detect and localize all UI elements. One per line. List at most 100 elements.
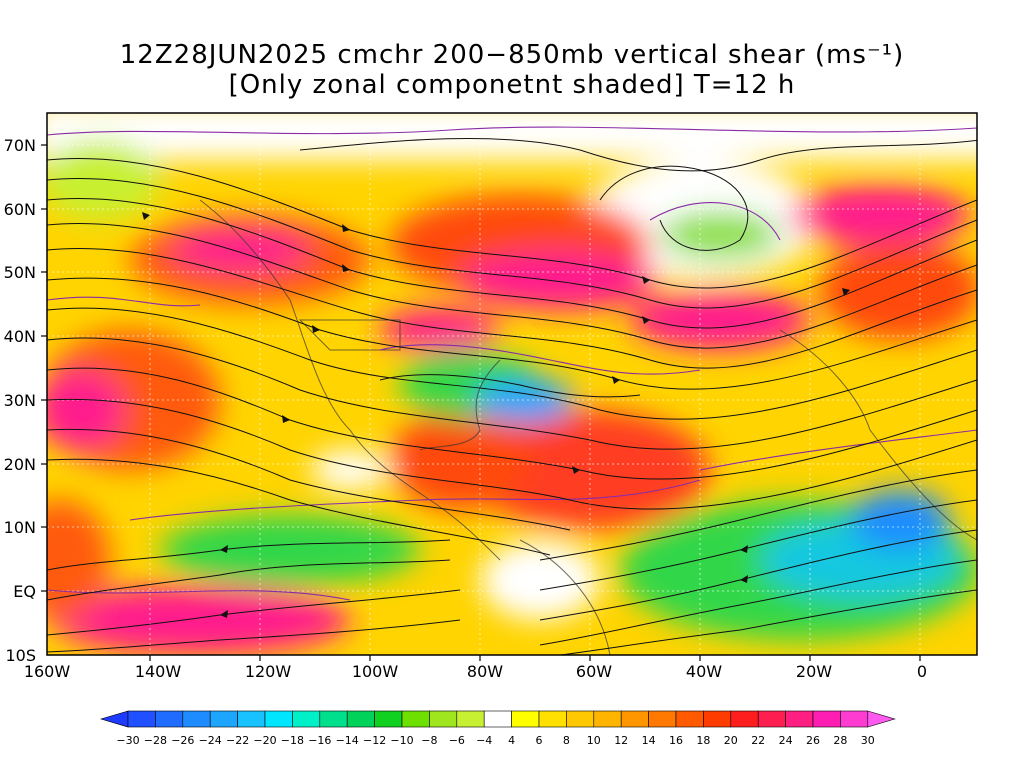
colorbar-tick-label: −6: [449, 734, 465, 747]
lon-label-20w: 20W: [796, 662, 832, 681]
lon-label-60w: 60W: [576, 662, 612, 681]
colorbar-swatch: [209, 710, 238, 728]
field-magenta-ne: [790, 185, 970, 245]
colorbar-swatch: [812, 710, 841, 728]
field-white-north: [47, 113, 977, 160]
colorbar-swatch: [292, 710, 321, 728]
colorbar-swatch: [401, 710, 430, 728]
title-block: 12Z28JUN2025 cmchr 200−850mb vertical sh…: [0, 40, 1024, 100]
colorbar-tick-label: 4: [508, 734, 515, 747]
colorbar-swatch: [182, 710, 211, 728]
colorbar-swatch: [730, 710, 759, 728]
map-frame: [46, 112, 978, 656]
colorbar-tick-label: 30: [861, 734, 875, 747]
colorbar-swatch: [785, 710, 814, 728]
colorbar-swatch: [237, 710, 266, 728]
colorbar-swatch: [648, 710, 677, 728]
colorbar-min-arrow: [99, 710, 129, 728]
colorbar-tick-label: −14: [336, 734, 359, 747]
lat-label-10n: 10N: [4, 518, 36, 537]
colorbar-swatch: [319, 710, 348, 728]
colorbar-tick-label: −18: [281, 734, 304, 747]
lon-label-100w: 100W: [352, 662, 399, 681]
colorbar-tick-label: 6: [536, 734, 543, 747]
colorbar-swatch: [264, 710, 293, 728]
colorbar-tick-label: 8: [563, 734, 570, 747]
colorbar-tick-label: −16: [308, 734, 331, 747]
colorbar-swatch: [757, 710, 786, 728]
lat-label-20n: 20N: [4, 455, 36, 474]
lat-label-50n: 50N: [4, 263, 36, 282]
stream-arrows: [142, 212, 850, 618]
lon-label-80w: 80W: [467, 662, 503, 681]
field-red-gulf: [390, 410, 530, 510]
colorbar-tick-label: 26: [806, 734, 820, 747]
colorbar-swatch: [511, 710, 540, 728]
colorbar-max-arrow: [867, 710, 896, 728]
colorbar-tick-label: −8: [421, 734, 437, 747]
lat-label-40n: 40N: [4, 327, 36, 346]
field-magenta-jet-west: [170, 228, 310, 272]
colorbar-swatch: [346, 710, 375, 728]
colorbar-swatch: [703, 710, 732, 728]
colorbar: −30 −28 −26 −24 −22 −20 −18 −16 −14 −12 −10 −8 −6 −4 4…: [99, 710, 896, 747]
map-plot-area: [47, 113, 977, 655]
colorbar-tick-label: 16: [669, 734, 683, 747]
shear-contours: [47, 126, 977, 601]
colorbar-swatch: [483, 710, 512, 728]
colorbar-swatch: [840, 710, 869, 728]
field-green-atlantic-n: [660, 210, 780, 260]
title-line-2: [Only zonal componetnt shaded] T=12 h: [228, 70, 796, 100]
field-blue-atlantic-w: [475, 378, 575, 422]
colorbar-tick-label: 18: [696, 734, 710, 747]
field-green-alaska: [47, 140, 160, 220]
lon-label-120w: 120W: [245, 662, 292, 681]
lon-label-160w: 160W: [24, 662, 71, 681]
colorbar-tick-label: 10: [587, 734, 601, 747]
field-magenta-south-pacific: [50, 585, 350, 655]
field-red-east: [820, 240, 977, 340]
colorbar-tick-label: 14: [642, 734, 656, 747]
colorbar-tick-label: 20: [724, 734, 738, 747]
colorbar-swatch: [374, 710, 403, 728]
lat-label-30n: 30N: [4, 391, 36, 410]
lat-label-70n: 70N: [4, 136, 36, 155]
lon-label-0: 0: [917, 662, 927, 681]
graticule: [47, 113, 977, 655]
coastlines: [199, 199, 977, 655]
field-magenta-pacific: [47, 370, 125, 450]
title-line-1: 12Z28JUN2025 cmchr 200−850mb vertical sh…: [119, 40, 905, 70]
colorbar-swatch: [155, 710, 184, 728]
colorbar-swatch: [675, 710, 704, 728]
colorbar-tick-label: −12: [363, 734, 386, 747]
colorbar-tick-label: 28: [833, 734, 847, 747]
colorbar-tick-label: 24: [779, 734, 793, 747]
field-white-s-america: [480, 540, 600, 620]
field-blue-africa-w: [850, 490, 950, 550]
colorbar-tick-label: −30: [116, 734, 139, 747]
lat-label-10s: 10S: [5, 646, 36, 665]
colorbar-tick-label: −26: [171, 734, 194, 747]
colorbar-swatch: [456, 710, 485, 728]
field-magenta-jet-central: [460, 250, 660, 310]
colorbar-swatch: [593, 710, 622, 728]
field-magenta-jet-east: [630, 290, 810, 350]
colorbar-tick-label: 12: [614, 734, 628, 747]
field-magenta-greatlakes: [380, 308, 500, 352]
colorbar-swatch: [429, 710, 458, 728]
streamlines: [47, 137, 977, 655]
colorbar-tick-label: −22: [226, 734, 249, 747]
field-red-sw: [47, 500, 110, 620]
colorbar-tick-label: −4: [476, 734, 492, 747]
colorbar-tick-label: −20: [253, 734, 276, 747]
axis-ticks: [41, 144, 921, 661]
field-green-east-pacific: [160, 515, 420, 585]
colorbar-tick-label: −28: [144, 734, 167, 747]
colorbar-swatch: [620, 710, 649, 728]
colorbar-tick-label: −10: [390, 734, 413, 747]
colorbar-swatch: [127, 710, 156, 728]
field-white-mexico: [310, 450, 390, 490]
colorbar-swatch: [538, 710, 567, 728]
lat-label-eq: EQ: [13, 582, 36, 601]
